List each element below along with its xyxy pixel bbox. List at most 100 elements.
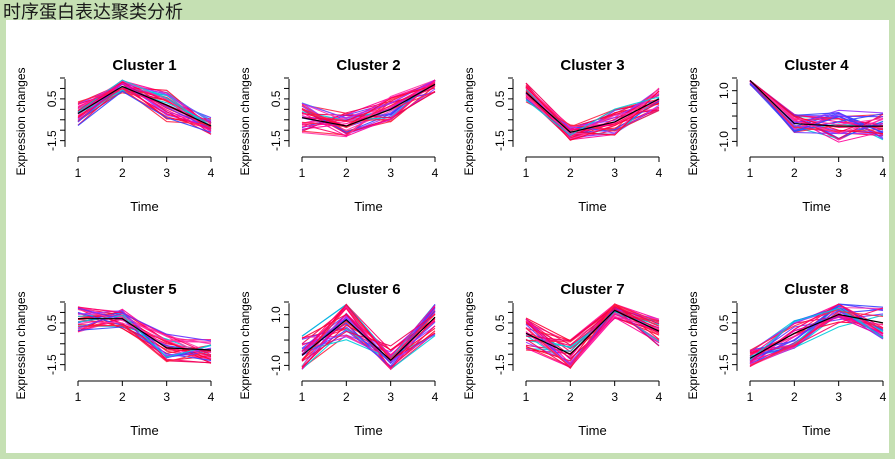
x-tick-label: 4	[656, 390, 663, 404]
member-line	[749, 80, 884, 132]
x-tick-label: 4	[432, 166, 439, 180]
x-tick-label: 3	[835, 390, 842, 404]
member-line	[749, 80, 884, 135]
y-tick-label: 1.0	[717, 82, 731, 99]
x-tick-label: 3	[163, 390, 170, 404]
chart-title: Cluster 6	[336, 281, 400, 298]
member-line	[301, 304, 436, 367]
x-axis-label: Time	[802, 199, 830, 214]
y-tick-label: 0.5	[45, 90, 59, 107]
x-tick-label: 2	[567, 390, 574, 404]
x-tick-label: 1	[523, 166, 530, 180]
x-tick-label: 2	[791, 390, 798, 404]
x-tick-label: 3	[163, 166, 170, 180]
chart-title: Cluster 8	[784, 281, 848, 298]
x-tick-label: 4	[208, 390, 215, 404]
y-tick-label: 0.5	[493, 90, 507, 107]
y-tick-label: 0.5	[717, 314, 731, 331]
x-tick-label: 3	[387, 390, 394, 404]
chart-title: Cluster 1	[112, 57, 176, 74]
x-tick-label: 1	[299, 166, 306, 180]
member-line	[749, 303, 884, 358]
y-axis-label: Expression changes	[686, 291, 700, 399]
cluster-chart-4: Cluster 4 1 2 3 4 Time -1.0 1.0 Expression chang…	[686, 57, 887, 214]
x-tick-label: 3	[611, 166, 618, 180]
x-tick-label: 3	[835, 166, 842, 180]
member-line	[749, 312, 884, 352]
member-line	[77, 324, 212, 352]
x-tick-label: 1	[523, 390, 530, 404]
member-line	[749, 306, 884, 365]
x-tick-label: 2	[343, 166, 350, 180]
y-axis-label: Expression changes	[462, 291, 476, 399]
member-line	[749, 303, 884, 362]
y-tick-label: -1.5	[45, 354, 59, 375]
member-line	[77, 90, 212, 133]
x-axis-label: Time	[802, 423, 830, 438]
x-tick-label: 3	[611, 390, 618, 404]
centroid-line	[525, 309, 660, 355]
member-line	[301, 307, 436, 370]
y-axis-label: Expression changes	[14, 291, 28, 399]
x-tick-label: 4	[208, 166, 215, 180]
member-line	[749, 310, 884, 366]
centroid-line	[301, 83, 436, 127]
y-tick-label: -1.5	[717, 354, 731, 375]
member-line	[525, 306, 660, 342]
member-line	[77, 83, 212, 124]
member-line	[301, 84, 436, 127]
x-tick-label: 1	[75, 166, 82, 180]
member-line	[749, 80, 884, 126]
chart-title: Cluster 3	[560, 57, 624, 74]
x-tick-label: 4	[656, 166, 663, 180]
y-tick-label: -1.0	[717, 131, 731, 152]
member-line	[301, 303, 436, 361]
centroid-line	[749, 313, 884, 359]
member-line	[301, 79, 436, 137]
figure-panel: Cluster 1 1 2 3 4 Time -1.5 0.5 Expression chang…	[6, 20, 889, 453]
y-axis-label: Expression changes	[462, 67, 476, 175]
member-line	[77, 308, 212, 354]
member-line	[525, 96, 660, 136]
member-line	[77, 324, 212, 363]
member-line	[525, 86, 660, 128]
member-line	[749, 307, 884, 361]
page-title: 时序蛋白表达聚类分析	[3, 2, 183, 23]
x-tick-label: 1	[299, 390, 306, 404]
x-axis-label: Time	[130, 199, 158, 214]
x-tick-label: 2	[119, 166, 126, 180]
x-axis-label: Time	[578, 199, 606, 214]
y-tick-label: -1.5	[493, 354, 507, 375]
member-line	[301, 79, 436, 138]
member-line	[749, 83, 884, 133]
x-tick-label: 4	[880, 166, 887, 180]
y-axis-label: Expression changes	[238, 291, 252, 399]
x-tick-label: 2	[119, 390, 126, 404]
y-axis-label: Expression changes	[686, 67, 700, 175]
member-line	[77, 82, 212, 132]
member-line	[749, 307, 884, 354]
cluster-chart-8: Cluster 8 1 2 3 4 Time -1.5 0.5 Expression chang…	[686, 281, 887, 438]
x-tick-label: 1	[747, 390, 754, 404]
x-tick-label: 4	[432, 390, 439, 404]
member-line	[77, 311, 212, 359]
title-bar: 时序蛋白表达聚类分析	[0, 0, 895, 23]
centroid-line	[78, 318, 212, 351]
member-line	[77, 87, 212, 130]
y-tick-label: 0.5	[493, 314, 507, 331]
centroid-line	[749, 80, 883, 127]
x-tick-label: 2	[343, 390, 350, 404]
cluster-figure: Cluster 1 1 2 3 4 Time -1.5 0.5 Expression chang…	[14, 57, 887, 438]
y-axis-label: Expression changes	[14, 67, 28, 175]
chart-title: Cluster 5	[112, 281, 176, 298]
y-tick-label: 0.5	[269, 90, 283, 107]
member-line	[525, 316, 660, 368]
x-tick-label: 1	[75, 390, 82, 404]
member-line	[525, 307, 660, 347]
member-line	[301, 303, 436, 357]
member-line	[525, 303, 660, 368]
y-tick-label: -1.0	[269, 355, 283, 376]
member-line	[749, 303, 884, 363]
x-axis-label: Time	[578, 423, 606, 438]
